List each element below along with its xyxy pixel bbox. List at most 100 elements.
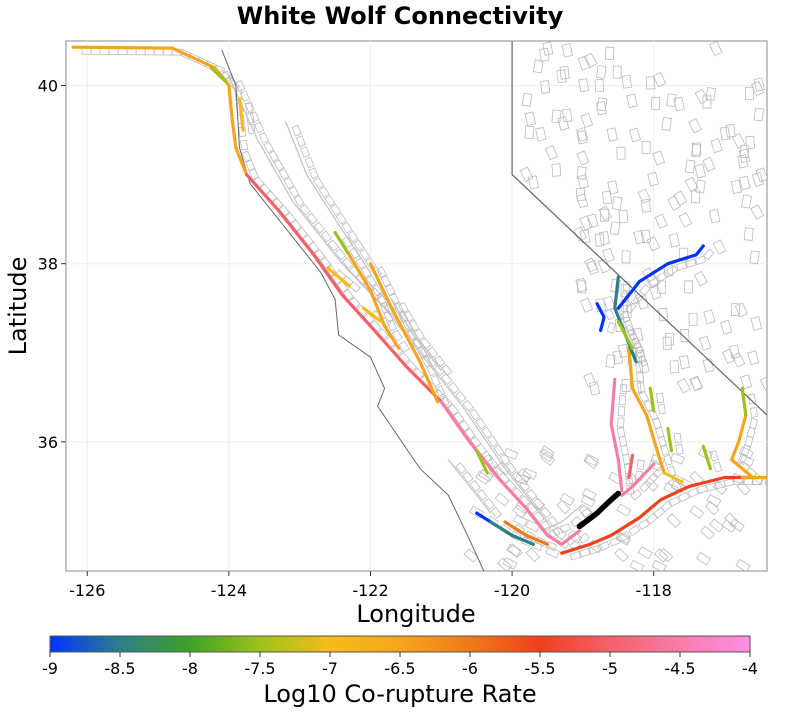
fault-section-box — [293, 194, 305, 207]
fault-section-box — [506, 543, 522, 557]
fault-section-box — [288, 186, 300, 198]
fault-section-box — [616, 146, 626, 160]
fault-section-box — [327, 239, 340, 252]
fault-section-box — [366, 275, 377, 288]
fault-trace — [627, 453, 635, 480]
fault-section-box — [612, 65, 622, 79]
fault-section-box — [413, 328, 425, 341]
fault-section-box — [730, 179, 742, 194]
fault-section-box — [694, 255, 707, 265]
fault-section-box — [737, 154, 749, 169]
fault-section-box — [621, 250, 631, 264]
fault-section-box — [629, 559, 645, 571]
fault-trace — [333, 230, 351, 257]
fault-trace — [609, 377, 624, 493]
fault-section-box — [248, 168, 259, 180]
fault-section-box — [483, 497, 495, 510]
fault-section-box — [648, 408, 659, 421]
fault-section-box — [724, 512, 739, 528]
fault-section-box — [580, 112, 594, 128]
fault-section-box — [505, 462, 517, 475]
fault-section-box — [583, 52, 598, 69]
fault-section-box — [748, 393, 757, 405]
fault-section-box — [334, 248, 347, 261]
fault-section-box — [703, 248, 715, 261]
fault-section-box — [540, 451, 556, 466]
fault-section-box — [735, 558, 751, 571]
white-wolf-fault-trace — [576, 490, 622, 530]
fault-trace — [475, 511, 493, 524]
fault-section-box — [721, 519, 737, 533]
colorbar-ticks: -9 -8.5 -8 -7.5 -7 -6.5 -6 -5.5 -5 -4.5 -4 — [42, 652, 758, 678]
fault-section-box — [630, 488, 643, 501]
fault-section-box — [386, 319, 397, 332]
fault-section-box — [657, 403, 666, 415]
x-tick-label: -126 — [69, 581, 105, 600]
fault-section-box — [304, 156, 315, 169]
co-rupture-traces — [71, 45, 767, 555]
fault-section-box — [650, 96, 661, 111]
fault-section-box — [588, 545, 600, 555]
fault-section-box — [341, 257, 354, 270]
fault-section-box — [578, 78, 590, 93]
fault-section-box — [656, 392, 665, 404]
colorbar-tick-label: -7.5 — [244, 659, 275, 678]
fault-section-box — [666, 513, 682, 528]
fault-section-box — [599, 231, 610, 246]
fault-section-box — [666, 265, 679, 277]
fault-section-box — [600, 208, 610, 222]
fault-section-box — [586, 213, 599, 229]
fault-section-box — [688, 312, 698, 326]
fault-section-box — [579, 215, 593, 231]
fault-section-box — [447, 403, 459, 416]
fault-trace — [729, 413, 755, 480]
fault-section-box — [709, 518, 725, 533]
fault-section-box — [308, 167, 319, 180]
fault-section-box — [376, 266, 387, 279]
fault-section-box — [299, 203, 311, 216]
fault-section-box — [616, 532, 632, 546]
fault-section-box — [586, 260, 599, 275]
fault-section-box — [669, 360, 680, 374]
fault-section-box — [263, 141, 275, 154]
fault-section-box — [408, 319, 420, 332]
fault-section-box — [596, 65, 607, 79]
fault-section-box — [656, 280, 667, 294]
fault-trace — [489, 520, 535, 546]
fault-trace — [209, 66, 227, 83]
fault-section-box — [730, 302, 741, 317]
fault-section-box — [239, 90, 251, 103]
fault-section-box — [743, 227, 754, 241]
fault-section-box — [503, 447, 519, 460]
fault-section-box — [694, 163, 707, 179]
colorbar-tick-label: -5.5 — [524, 659, 555, 678]
fault-section-box — [481, 426, 493, 439]
fault-section-box — [676, 377, 691, 394]
fault-section-box — [462, 471, 474, 483]
fault-section-box — [673, 96, 685, 112]
fault-section-box — [637, 546, 653, 560]
fault-section-box — [719, 126, 731, 141]
fault-section-box — [240, 139, 249, 151]
fault-section-box — [612, 196, 623, 210]
fault-section-box — [750, 204, 765, 220]
fault-section-box — [744, 86, 754, 100]
colorbar — [49, 635, 751, 653]
fault-trace — [503, 520, 550, 546]
fault-section-box — [731, 133, 746, 149]
colorbar-tick-label: -6 — [462, 659, 478, 678]
fault-section-box — [283, 177, 295, 190]
fault-section-box — [698, 447, 713, 460]
fault-section-box — [751, 80, 765, 97]
fault-section-box — [616, 503, 632, 517]
fault-section-box — [426, 346, 439, 359]
fault-section-box — [705, 87, 717, 102]
fault-section-box — [557, 116, 570, 131]
map-title: White Wolf Connectivity — [237, 2, 564, 30]
fault-section-box — [640, 198, 652, 213]
x-tick-label: -122 — [352, 581, 388, 600]
fault-section-box — [579, 548, 591, 558]
fault-trace — [701, 444, 713, 471]
x-axis-label: Longitude — [356, 600, 475, 628]
fault-section-box — [580, 297, 594, 313]
